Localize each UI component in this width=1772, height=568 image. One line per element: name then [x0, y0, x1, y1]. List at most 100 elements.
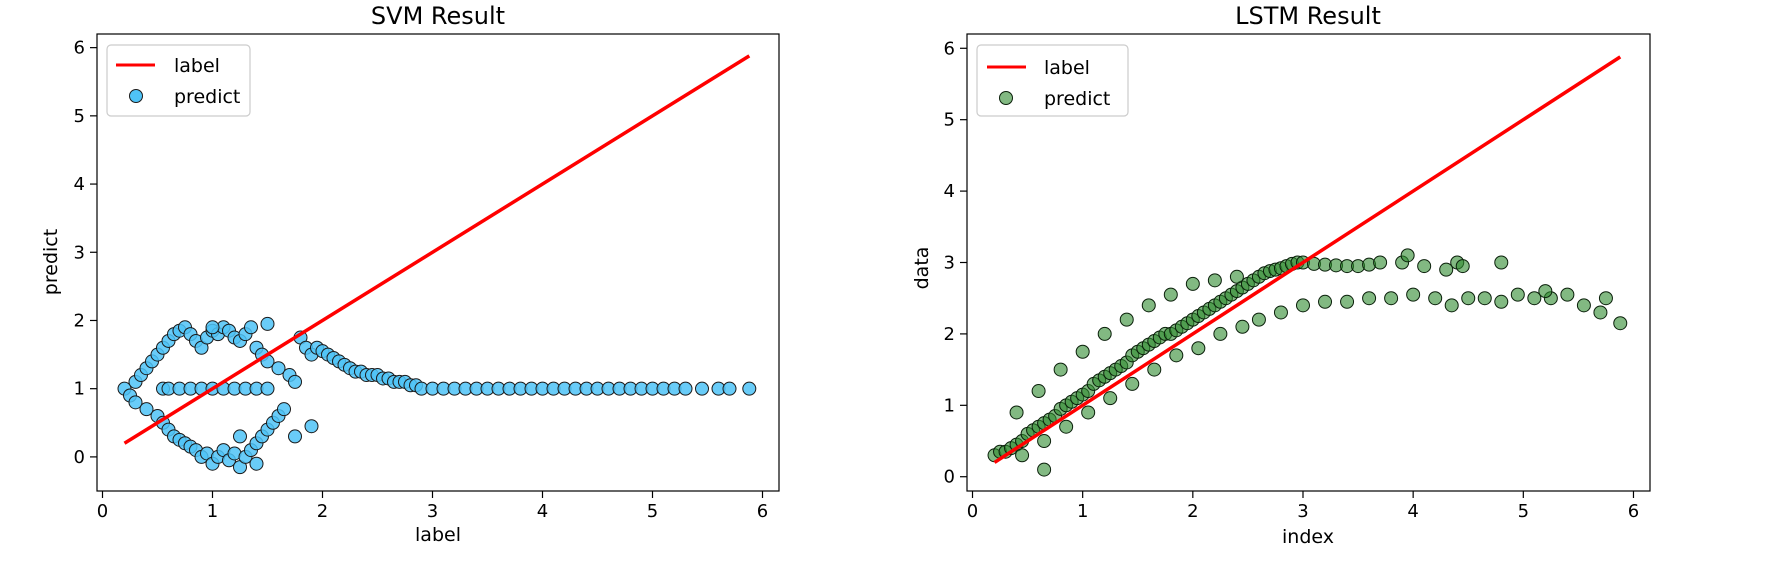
- predict-point: [128, 395, 143, 410]
- predict-point: [1031, 384, 1046, 399]
- chart-svm: SVM Result 0 1 2 3 4 5 6 0 1 2 3 4 5 6 label predict…: [40, 2, 780, 546]
- x-tick-label: 0: [97, 501, 108, 522]
- legend-box: [976, 44, 1129, 117]
- legend-entry-predict: predict: [174, 86, 240, 108]
- x-tick-label: 1: [1077, 501, 1088, 522]
- predict-point: [1373, 255, 1388, 270]
- predict-point: [1295, 298, 1310, 313]
- y-axis-ticks: 0 1 2 3 4 5 6: [74, 38, 97, 468]
- predict-point: [1185, 276, 1200, 291]
- label-line: [123, 54, 751, 445]
- y-axis-label: data: [911, 247, 933, 290]
- predict-point: [244, 320, 258, 335]
- predict-point: [1207, 273, 1222, 288]
- predict-point: [1576, 298, 1591, 313]
- label-line: [993, 55, 1622, 464]
- predict-point: [1428, 291, 1443, 306]
- predict-point: [1444, 298, 1459, 313]
- predict-point: [1235, 319, 1250, 334]
- predict-point: [1527, 291, 1542, 306]
- predict-point: [1417, 259, 1432, 274]
- y-tick-label: 4: [944, 181, 955, 202]
- x-tick-label: 5: [647, 501, 658, 522]
- predict-point: [1455, 259, 1470, 274]
- chart-lstm: LSTM Result 0 1 2 3 4 5 6 0 1 2 3 4 5 6 index data l…: [911, 2, 1651, 548]
- predict-point: [1251, 312, 1266, 327]
- predict-point: [1053, 362, 1068, 377]
- predict-point: [1400, 248, 1415, 263]
- plot-frame: [96, 33, 780, 492]
- legend: label predict: [976, 44, 1129, 117]
- predict-point: [1037, 462, 1052, 477]
- legend-entry-label: label: [174, 55, 220, 77]
- x-tick-label: 3: [1297, 501, 1308, 522]
- predict-point: [1015, 448, 1030, 463]
- x-tick-label: 6: [1628, 501, 1639, 522]
- predict-point: [1340, 294, 1355, 309]
- predict-point: [233, 429, 247, 444]
- predict-point: [695, 381, 709, 396]
- x-tick-label: 2: [1187, 501, 1198, 522]
- predict-point: [742, 381, 757, 396]
- y-tick-label: 6: [944, 38, 955, 59]
- predict-point: [1191, 341, 1206, 356]
- predict-point: [1059, 419, 1074, 434]
- predict-point: [678, 381, 693, 396]
- predict-point: [1461, 291, 1476, 306]
- y-axis-ticks: 0 1 2 3 4 5 6: [944, 38, 967, 488]
- y-axis-label: predict: [40, 229, 62, 295]
- x-tick-label: 1: [207, 501, 218, 522]
- predict-point: [1494, 294, 1509, 309]
- predict-point: [1119, 312, 1134, 327]
- predict-point: [1009, 405, 1024, 420]
- x-tick-label: 3: [427, 501, 438, 522]
- legend: label predict: [106, 44, 251, 117]
- predict-point: [1163, 287, 1178, 302]
- predict-point: [1538, 284, 1553, 299]
- predict-point: [1037, 434, 1052, 449]
- predict-point: [1097, 326, 1112, 341]
- predict-point: [1273, 305, 1288, 320]
- predict-point: [1075, 344, 1090, 359]
- predict-point: [1593, 305, 1608, 320]
- predict-point: [1081, 405, 1096, 420]
- predict-point: [249, 456, 264, 471]
- predict-point: [1560, 287, 1575, 302]
- legend-entry-label: label: [1044, 57, 1090, 79]
- predict-point: [271, 361, 286, 376]
- y-tick-label: 6: [74, 38, 85, 59]
- chart-title: LSTM Result: [1235, 2, 1381, 30]
- legend-entry-predict: predict: [1044, 88, 1110, 110]
- predict-point: [1229, 269, 1244, 284]
- predict-point: [1598, 291, 1613, 306]
- y-tick-label: 0: [74, 447, 85, 468]
- x-axis-ticks: 0 1 2 3 4 5 6: [967, 491, 1639, 522]
- x-axis-label: index: [1282, 526, 1334, 548]
- predict-point: [1125, 376, 1140, 391]
- y-tick-label: 0: [944, 467, 955, 488]
- y-tick-label: 2: [944, 324, 955, 345]
- plot-data-layer: [117, 54, 757, 475]
- predict-point: [288, 374, 302, 389]
- y-tick-label: 3: [944, 253, 955, 274]
- predict-point: [1439, 262, 1454, 277]
- predict-point: [1213, 326, 1228, 341]
- predict-point: [1477, 291, 1492, 306]
- x-tick-label: 4: [537, 501, 548, 522]
- predict-point: [260, 381, 275, 396]
- predict-point: [1362, 291, 1377, 306]
- y-tick-label: 1: [74, 379, 85, 400]
- x-axis-label: label: [415, 524, 461, 546]
- y-tick-label: 5: [944, 110, 955, 131]
- predict-point: [1141, 298, 1156, 313]
- x-tick-label: 2: [317, 501, 328, 522]
- predict-point: [1384, 291, 1399, 306]
- predict-point: [1147, 362, 1162, 377]
- predict-point: [1318, 294, 1333, 309]
- predict-point: [1613, 316, 1628, 331]
- predict-point: [205, 320, 220, 335]
- predict-point: [304, 419, 319, 434]
- plot-data-layer: [987, 55, 1628, 477]
- predict-point: [1406, 287, 1421, 302]
